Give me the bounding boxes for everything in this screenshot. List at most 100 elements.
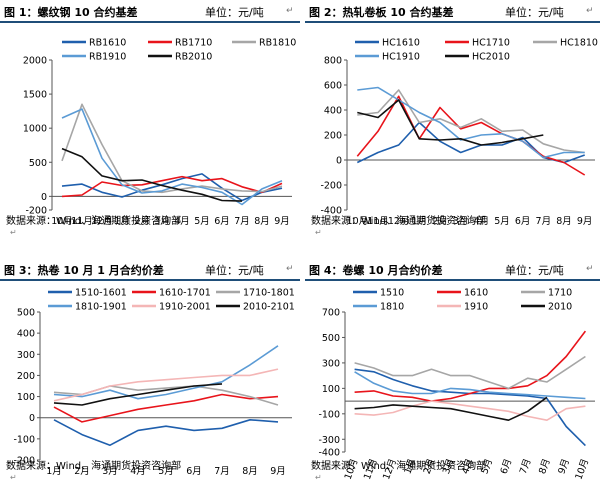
x-tick-label: 2月 bbox=[432, 216, 448, 227]
y-tick-label: 800 bbox=[324, 56, 342, 67]
unit-label: 单位：元/吨 bbox=[205, 6, 264, 19]
x-tick-label: 4月 bbox=[174, 216, 190, 227]
legend-label: RB1710 bbox=[175, 38, 212, 49]
y-tick-label: 100 bbox=[322, 384, 340, 395]
x-tick-label: 12月 bbox=[91, 216, 113, 227]
chart-panel-4: 图 4：卷螺 10 月合约价差 单位：元/吨 ↵ -400 -300 -100 100 300… bbox=[305, 258, 600, 485]
legend-label: 2010-2101 bbox=[243, 302, 295, 313]
x-tick-label: 9月 bbox=[556, 457, 572, 475]
data-source-note: 数据来源：Wind、海通期货投资咨询部 bbox=[311, 461, 487, 472]
legend-label: 1710 bbox=[548, 288, 572, 299]
x-tick-label: 10月 bbox=[51, 216, 73, 227]
legend-label: 1510-1601 bbox=[75, 288, 127, 299]
x-tick-label: 4月 bbox=[460, 457, 476, 475]
legend-label: 1710-1801 bbox=[243, 288, 295, 299]
legend-label: HC1710 bbox=[472, 38, 510, 49]
chart-panel-1: 图 1：螺纹钢 10 合约基差 单位：元/吨 ↵ -200 0 500 1000 1500 20… bbox=[0, 0, 300, 240]
chart-panel-2: 图 2：热轧卷板 10 合约基差 单位：元/吨 ↵ -400 -200 0 200 400 60… bbox=[305, 0, 600, 240]
series-line-HC2010 bbox=[357, 99, 544, 146]
y-tick-label: 0 bbox=[41, 192, 47, 203]
chart-header: 图 2：热轧卷板 10 合约基差 单位：元/吨 ↵ bbox=[305, 0, 600, 22]
data-source-note: 数据来源：Wind、海通期货投资咨询部 bbox=[311, 216, 487, 227]
x-tick-label: 8月 bbox=[242, 466, 258, 477]
return-mark-icon: ↵ bbox=[586, 6, 594, 16]
legend-label: 1810-1901 bbox=[75, 302, 127, 313]
x-tick-label: 8月 bbox=[556, 216, 572, 227]
x-tick-label: 10月 bbox=[347, 216, 369, 227]
header-rule bbox=[305, 279, 600, 281]
chart-header: 图 3：热卷 10 月 1 月合约价差 单位：元/吨 ↵ bbox=[0, 258, 300, 280]
chart-title: 图 1：螺纹钢 10 合约基差 bbox=[4, 6, 138, 19]
y-tick-label: 1000 bbox=[23, 124, 47, 135]
return-mark-icon: ↵ bbox=[586, 264, 594, 274]
x-tick-label: 5月 bbox=[479, 457, 495, 475]
x-tick-label: 5月 bbox=[494, 216, 510, 227]
y-tick-label: 600 bbox=[324, 81, 342, 92]
x-tick-label: 3月 bbox=[441, 457, 457, 475]
paragraph-mark-icon: ↵ bbox=[315, 473, 322, 482]
series-line-2010 bbox=[354, 396, 548, 421]
data-source-note: 数据来源：Wind、海通期货投资咨询部 bbox=[6, 461, 182, 472]
unit-label: 单位：元/吨 bbox=[505, 264, 564, 277]
chart-title: 图 2：热轧卷板 10 合约基差 bbox=[309, 6, 454, 19]
chart-title: 图 4：卷螺 10 月合约价差 bbox=[309, 264, 443, 277]
paragraph-mark-icon: ↵ bbox=[10, 473, 17, 482]
y-tick-label: 1500 bbox=[23, 90, 47, 101]
legend-label: 1610-1701 bbox=[159, 288, 211, 299]
header-rule bbox=[0, 21, 300, 23]
header-rule bbox=[0, 279, 300, 281]
y-tick-label: 400 bbox=[324, 106, 342, 117]
series-line-1510 bbox=[354, 368, 586, 447]
y-tick-label: 700 bbox=[322, 308, 340, 319]
series-line-HC1710 bbox=[356, 95, 586, 176]
x-tick-label: 1月 bbox=[114, 216, 130, 227]
y-tick-label: 0 bbox=[29, 413, 35, 424]
y-tick-label: -400 bbox=[318, 448, 340, 459]
series-line-RB1710 bbox=[61, 175, 283, 198]
legend-label: HC2010 bbox=[472, 52, 510, 63]
x-tick-label: 11月 bbox=[71, 216, 93, 227]
series-line-1510-1601 bbox=[53, 419, 279, 446]
series-line-1910-2001 bbox=[53, 368, 279, 402]
y-tick-label: -200 bbox=[320, 181, 342, 192]
x-tick-label: 2月 bbox=[422, 457, 438, 475]
series-line-RB1810 bbox=[61, 103, 283, 194]
y-tick-label: 500 bbox=[322, 333, 340, 344]
paragraph-mark-icon: ↵ bbox=[315, 228, 322, 237]
series-line-1910 bbox=[354, 400, 586, 421]
x-tick-label: 5月 bbox=[194, 216, 210, 227]
x-tick-label: 6月 bbox=[515, 216, 531, 227]
series-line-HC1910 bbox=[357, 86, 585, 159]
series-line-1610-1701 bbox=[53, 393, 279, 423]
y-tick-label: -100 bbox=[318, 409, 340, 420]
x-tick-label: 7月 bbox=[518, 457, 534, 475]
x-tick-label: 3月 bbox=[102, 466, 118, 477]
line-chart: -400 -200 0 200 400 600 800 10月 11月 12月 1月 2月 3月 4月 5月… bbox=[320, 38, 598, 228]
y-tick-label: -200 bbox=[25, 206, 47, 217]
unit-label: 单位：元/吨 bbox=[205, 264, 264, 277]
legend-label: HC1610 bbox=[382, 38, 420, 49]
series-line-RB1610 bbox=[61, 173, 283, 202]
x-tick-label: 10月 bbox=[573, 457, 591, 481]
series-line-HC1810 bbox=[357, 89, 585, 154]
x-tick-label: 3月 bbox=[154, 216, 170, 227]
x-tick-label: 3月 bbox=[453, 216, 469, 227]
x-tick-label: 5月 bbox=[158, 466, 174, 477]
x-tick-label: 2月 bbox=[134, 216, 150, 227]
x-tick-label: 11月 bbox=[367, 216, 389, 227]
y-tick-label: 0 bbox=[336, 156, 342, 167]
legend-label: 1510 bbox=[380, 288, 404, 299]
x-tick-label: 8月 bbox=[537, 457, 553, 475]
chart-title: 图 3：热卷 10 月 1 月合约价差 bbox=[4, 264, 164, 277]
x-tick-label: 6月 bbox=[186, 466, 202, 477]
x-tick-label: 1月 bbox=[46, 466, 62, 477]
chart-header: 图 4：卷螺 10 月合约价差 单位：元/吨 ↵ bbox=[305, 258, 600, 280]
legend-label: 1910-2001 bbox=[159, 302, 211, 313]
legend-label: HC1810 bbox=[560, 38, 598, 49]
x-tick-label: 8月 bbox=[254, 216, 270, 227]
data-source-note: 数据来源：Wind、海通期货投资咨询部 bbox=[6, 216, 182, 227]
legend-label: RB1810 bbox=[259, 38, 296, 49]
x-tick-label: 1月 bbox=[412, 216, 428, 227]
x-tick-label: 4月 bbox=[130, 466, 146, 477]
